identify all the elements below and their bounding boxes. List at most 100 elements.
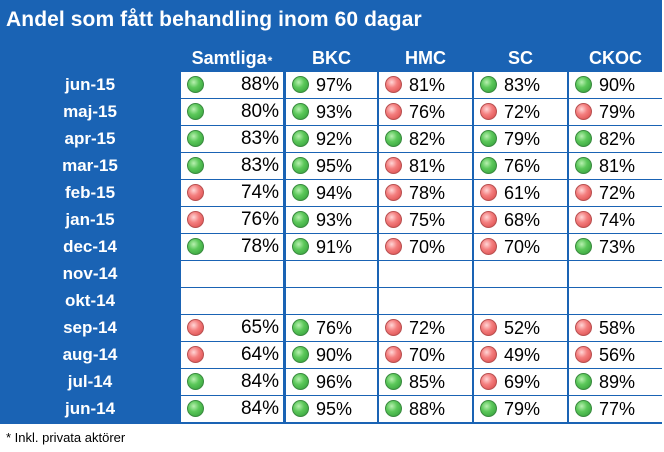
red-status-icon bbox=[187, 319, 204, 336]
green-status-icon bbox=[480, 130, 497, 147]
green-status-icon bbox=[187, 103, 204, 120]
green-status-icon bbox=[385, 130, 402, 147]
table-cell: 76% bbox=[474, 153, 567, 179]
cell-value: 75% bbox=[409, 210, 446, 230]
cell-value: 64% bbox=[240, 344, 279, 365]
table-cell: 70% bbox=[379, 342, 472, 368]
cell-value: 93% bbox=[316, 102, 353, 122]
table-cell: 74% bbox=[181, 180, 283, 206]
table-cell: 76% bbox=[379, 99, 472, 125]
green-status-icon bbox=[292, 211, 309, 228]
cell-value: 49% bbox=[504, 345, 541, 365]
row-label: jul-14 bbox=[67, 372, 113, 391]
cell-value: 90% bbox=[599, 75, 636, 95]
table-cell: 72% bbox=[379, 315, 472, 341]
table-row: jun-15 88% 97% 81% 83% 90% bbox=[0, 72, 662, 98]
cell-value: 83% bbox=[240, 155, 279, 176]
table-cell: 58% bbox=[569, 315, 662, 341]
green-status-icon bbox=[480, 400, 497, 417]
row-label: jan-15 bbox=[65, 210, 115, 229]
cell-value: 76% bbox=[316, 318, 353, 338]
table-cell: 77% bbox=[569, 396, 662, 422]
table-cell bbox=[474, 261, 567, 287]
table-cell: 72% bbox=[569, 180, 662, 206]
table-cell: 97% bbox=[286, 72, 377, 98]
table-cell: 96% bbox=[286, 369, 377, 395]
table-cell bbox=[181, 261, 283, 287]
footnote-marker: * bbox=[267, 54, 273, 68]
table-row: mar-15 83% 95% 81% 76% 81% bbox=[0, 153, 662, 179]
green-status-icon bbox=[292, 319, 309, 336]
column-header-ckoc: CKOC bbox=[569, 44, 662, 72]
table-cell: 88% bbox=[181, 72, 283, 98]
row-label: feb-15 bbox=[64, 183, 116, 202]
red-status-icon bbox=[385, 157, 402, 174]
green-status-icon bbox=[292, 184, 309, 201]
cell-value: 82% bbox=[409, 129, 446, 149]
cell-value: 76% bbox=[409, 102, 446, 122]
cell-value: 83% bbox=[504, 75, 541, 95]
cell-value: 74% bbox=[240, 182, 279, 203]
cell-value: 92% bbox=[316, 129, 353, 149]
cell-value: 82% bbox=[599, 129, 636, 149]
cell-value: 76% bbox=[240, 209, 279, 230]
red-status-icon bbox=[575, 211, 592, 228]
table-cell: 70% bbox=[379, 234, 472, 260]
page-title: Andel som fått behandling inom 60 dagar bbox=[6, 8, 422, 31]
table-cell: 56% bbox=[569, 342, 662, 368]
table-cell bbox=[569, 288, 662, 314]
green-status-icon bbox=[292, 238, 309, 255]
cell-value: 94% bbox=[316, 183, 353, 203]
cell-value: 90% bbox=[316, 345, 353, 365]
table-cell: 79% bbox=[569, 99, 662, 125]
table-header: Samtliga* BKC HMC SC CKOC bbox=[0, 44, 662, 72]
table-cell: 78% bbox=[379, 180, 472, 206]
cell-value: 80% bbox=[240, 101, 279, 122]
row-label: maj-15 bbox=[63, 102, 117, 121]
table-cell: 68% bbox=[474, 207, 567, 233]
green-status-icon bbox=[292, 130, 309, 147]
cell-value: 81% bbox=[599, 156, 636, 176]
table-cell: 76% bbox=[181, 207, 283, 233]
red-status-icon bbox=[385, 184, 402, 201]
table-cell: 95% bbox=[286, 396, 377, 422]
table-cell: 73% bbox=[569, 234, 662, 260]
green-status-icon bbox=[480, 76, 497, 93]
table-row: nov-14 bbox=[0, 261, 662, 287]
table-cell: 93% bbox=[286, 207, 377, 233]
green-status-icon bbox=[480, 157, 497, 174]
table-cell: 90% bbox=[286, 342, 377, 368]
cell-value: 72% bbox=[409, 318, 446, 338]
table-cell bbox=[474, 288, 567, 314]
red-status-icon bbox=[385, 319, 402, 336]
red-status-icon bbox=[480, 319, 497, 336]
table-cell: 74% bbox=[569, 207, 662, 233]
table-cell: 89% bbox=[569, 369, 662, 395]
cell-value: 58% bbox=[599, 318, 636, 338]
row-label: mar-15 bbox=[62, 156, 118, 175]
row-label: jun-15 bbox=[64, 75, 116, 94]
table-row: jun-14 84% 95% 88% 79% 77% bbox=[0, 396, 662, 422]
cell-value: 85% bbox=[409, 372, 446, 392]
column-header-label: BKC bbox=[312, 48, 351, 68]
cell-value: 77% bbox=[599, 399, 636, 419]
footnote: * Inkl. privata aktörer bbox=[6, 430, 126, 445]
table-cell: 61% bbox=[474, 180, 567, 206]
table-cell: 81% bbox=[379, 153, 472, 179]
green-status-icon bbox=[187, 157, 204, 174]
red-status-icon bbox=[575, 103, 592, 120]
row-label: okt-14 bbox=[64, 291, 116, 310]
table-panel: Andel som fått behandling inom 60 dagar … bbox=[0, 0, 662, 424]
red-status-icon bbox=[480, 184, 497, 201]
cell-value: 95% bbox=[316, 399, 353, 419]
green-status-icon bbox=[385, 400, 402, 417]
table-cell: 94% bbox=[286, 180, 377, 206]
green-status-icon bbox=[187, 373, 204, 390]
table-cell: 92% bbox=[286, 126, 377, 152]
table-cell: 79% bbox=[474, 126, 567, 152]
table-cell: 95% bbox=[286, 153, 377, 179]
cell-value: 79% bbox=[504, 129, 541, 149]
table-cell bbox=[181, 288, 283, 314]
cell-value: 70% bbox=[409, 345, 446, 365]
green-status-icon bbox=[292, 346, 309, 363]
